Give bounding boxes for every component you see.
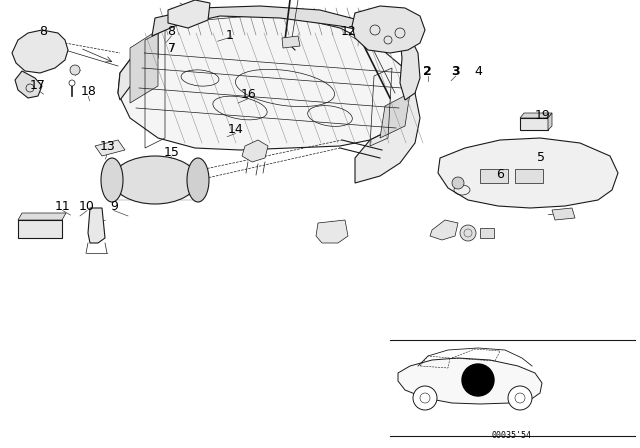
Circle shape bbox=[452, 177, 464, 189]
Text: 11: 11 bbox=[55, 199, 70, 213]
Text: 18: 18 bbox=[81, 85, 96, 99]
Polygon shape bbox=[548, 113, 552, 130]
Text: 9: 9 bbox=[110, 199, 118, 213]
Polygon shape bbox=[520, 118, 548, 130]
Text: 13: 13 bbox=[100, 140, 115, 154]
Text: 2: 2 bbox=[423, 65, 432, 78]
Polygon shape bbox=[18, 213, 66, 220]
Polygon shape bbox=[552, 208, 575, 220]
Text: 1: 1 bbox=[225, 29, 233, 43]
Circle shape bbox=[508, 386, 532, 410]
Polygon shape bbox=[430, 220, 458, 240]
Polygon shape bbox=[398, 358, 542, 404]
Text: 6: 6 bbox=[497, 168, 504, 181]
Polygon shape bbox=[352, 6, 425, 53]
Text: 7: 7 bbox=[168, 42, 175, 55]
Text: 4: 4 bbox=[475, 65, 483, 78]
Ellipse shape bbox=[187, 158, 209, 202]
Text: 17: 17 bbox=[29, 78, 45, 92]
Circle shape bbox=[69, 80, 75, 86]
Text: 3: 3 bbox=[451, 65, 460, 78]
Text: 8: 8 bbox=[168, 25, 175, 38]
Polygon shape bbox=[390, 28, 420, 100]
Polygon shape bbox=[118, 30, 158, 100]
Polygon shape bbox=[242, 140, 268, 162]
Polygon shape bbox=[316, 220, 348, 243]
Polygon shape bbox=[438, 138, 618, 208]
Bar bbox=[480, 169, 508, 183]
Circle shape bbox=[413, 386, 437, 410]
Polygon shape bbox=[380, 93, 410, 138]
Text: 8: 8 bbox=[40, 25, 47, 38]
Text: 00035'54: 00035'54 bbox=[492, 431, 532, 440]
Text: 12: 12 bbox=[341, 25, 356, 38]
Polygon shape bbox=[95, 140, 125, 156]
Text: 14: 14 bbox=[228, 122, 243, 136]
Polygon shape bbox=[88, 208, 105, 243]
Text: 15: 15 bbox=[164, 146, 179, 159]
Text: 10: 10 bbox=[79, 199, 95, 213]
Polygon shape bbox=[520, 113, 552, 118]
Circle shape bbox=[460, 225, 476, 241]
Text: 5: 5 bbox=[537, 151, 545, 164]
Ellipse shape bbox=[113, 156, 198, 204]
Ellipse shape bbox=[101, 158, 123, 202]
Polygon shape bbox=[355, 73, 420, 183]
Circle shape bbox=[462, 364, 494, 396]
Polygon shape bbox=[18, 220, 62, 238]
Circle shape bbox=[70, 65, 80, 75]
Text: 16: 16 bbox=[241, 87, 256, 101]
Polygon shape bbox=[130, 30, 158, 103]
Polygon shape bbox=[282, 36, 300, 48]
Text: 19: 19 bbox=[535, 109, 550, 122]
Bar bbox=[515, 169, 543, 183]
Polygon shape bbox=[168, 0, 210, 28]
Polygon shape bbox=[15, 71, 42, 98]
Polygon shape bbox=[12, 30, 68, 73]
Polygon shape bbox=[152, 6, 375, 36]
Polygon shape bbox=[118, 13, 415, 150]
Bar bbox=[480, 228, 494, 238]
